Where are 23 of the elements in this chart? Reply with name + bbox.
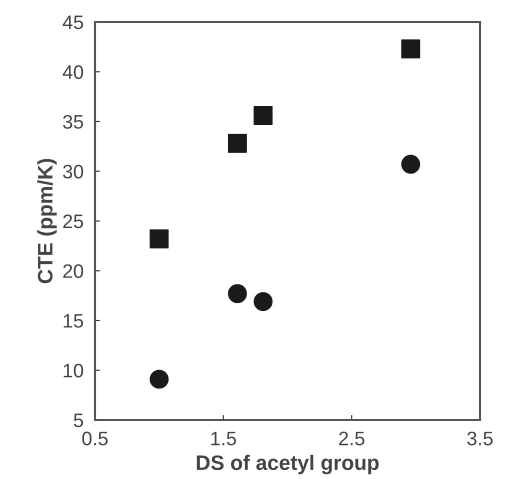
point [150, 229, 169, 248]
y-tick-label: 40 [62, 65, 84, 79]
point [401, 39, 420, 58]
y-tick-label: 5 [74, 414, 84, 428]
y-tick-label: 30 [63, 164, 84, 178]
y-tick-label: 20 [63, 264, 84, 278]
point [401, 154, 420, 174]
point [150, 370, 169, 389]
x-axis-title: DS of acetyl group [196, 454, 379, 474]
point [254, 106, 273, 126]
y-tick-label: 25 [63, 214, 84, 228]
x-tick-label: 1.5 [211, 432, 236, 446]
y-tick-label: 10 [64, 364, 84, 378]
x-tick-label: 3.5 [467, 432, 493, 446]
y-tick-label: 45 [62, 16, 84, 30]
y-tick-label: 15 [64, 314, 84, 328]
y-tick-label: 35 [63, 114, 84, 129]
x-tick-label: 2.5 [339, 432, 364, 446]
x-tick-label: 0.5 [82, 432, 108, 446]
point [254, 292, 273, 312]
y-axis-title: CTE (ppm/K) [37, 158, 57, 284]
point [228, 284, 247, 304]
point [228, 134, 247, 153]
